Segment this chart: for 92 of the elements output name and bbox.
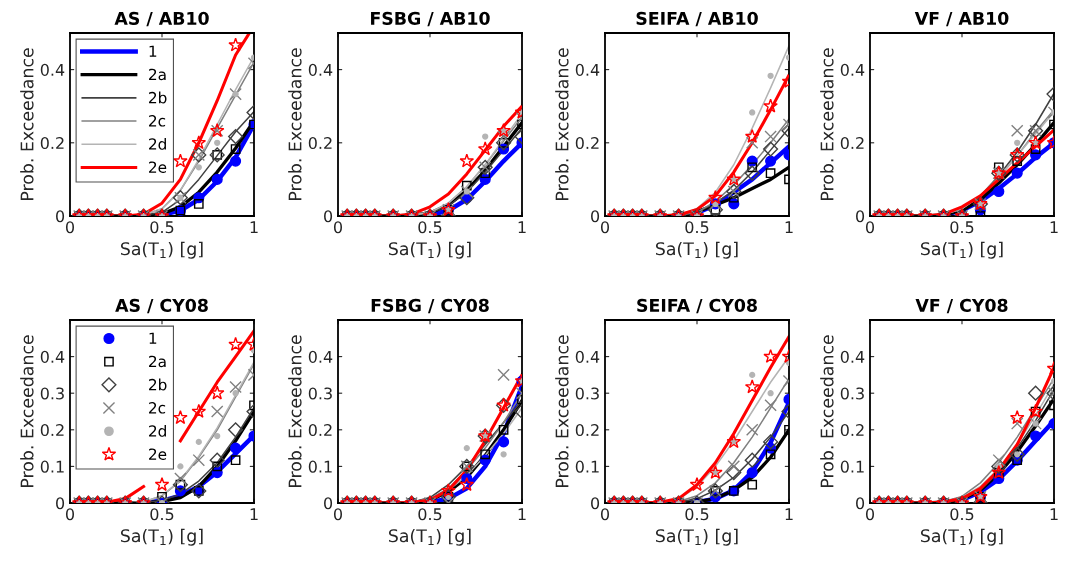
y-tick-label: 0.1 — [308, 460, 332, 473]
y-axis-title: Prob. Exceedance — [288, 335, 302, 487]
x-tick-label: 1 — [785, 221, 793, 233]
legend-label: 2d — [149, 137, 166, 150]
x-axis-title: Sa(T$_{1}$) [g] — [120, 241, 203, 259]
y-tick-label: 0.3 — [40, 387, 64, 400]
x-axis-title: Sa(T$_{1}$) [g] — [388, 241, 471, 259]
y-tick-label: 0 — [591, 210, 600, 223]
y-tick-label: 0.2 — [575, 137, 599, 150]
x-tick-label: 1 — [1050, 508, 1058, 520]
y-tick-label: 0.1 — [40, 460, 64, 473]
legend-label: 2a — [149, 355, 166, 368]
x-tick-label: 1 — [250, 221, 258, 233]
x-tick-label: 1 — [250, 508, 258, 520]
x-tick-label: 0 — [333, 221, 343, 234]
x-tick-label: 0.5 — [150, 508, 174, 521]
y-axis-title: Prob. Exceedance — [555, 335, 569, 487]
x-tick-label: 0 — [865, 221, 875, 234]
x-tick-label: 0 — [600, 221, 610, 234]
y-tick-label: 0 — [324, 210, 333, 223]
x-tick-label: 0.5 — [418, 221, 442, 234]
y-tick-label: 0 — [856, 210, 865, 223]
x-tick-label: 0.5 — [418, 508, 442, 521]
y-axis-title: Prob. Exceedance — [820, 335, 834, 487]
y-tick-label: 0.2 — [40, 424, 64, 437]
legend-label: 2b — [149, 378, 167, 391]
y-tick-label: 0.4 — [840, 63, 865, 76]
x-tick-label: 0.5 — [685, 508, 709, 521]
x-tick-label: 0.5 — [950, 508, 974, 521]
chart-title: VF / CY08 — [915, 298, 1008, 314]
x-tick-label: 1 — [1050, 221, 1058, 233]
y-tick-label: 0.4 — [575, 63, 600, 76]
x-tick-label: 0 — [600, 508, 610, 521]
y-tick-label: 0 — [591, 497, 600, 510]
x-tick-label: 0 — [65, 221, 75, 234]
y-tick-label: 0 — [56, 210, 65, 223]
x-axis-title: Sa(T$_{1}$) [g] — [120, 528, 203, 546]
chart-title: SEIFA / CY08 — [637, 298, 757, 314]
y-tick-label: 0.4 — [40, 63, 65, 76]
y-axis-title: Prob. Exceedance — [555, 48, 569, 200]
x-tick-label: 1 — [785, 508, 793, 520]
y-tick-label: 0.4 — [40, 350, 65, 363]
x-axis-title: Sa(T$_{1}$) [g] — [655, 528, 738, 546]
y-tick-label: 0.2 — [840, 137, 864, 150]
y-tick-label: 0.1 — [840, 460, 864, 473]
x-tick-label: 0 — [333, 508, 343, 521]
legend-label: 2d — [149, 424, 166, 437]
y-tick-label: 0.2 — [840, 424, 864, 437]
x-tick-label: 1 — [518, 221, 526, 233]
y-tick-label: 0 — [56, 497, 65, 510]
legend-label: 2e — [149, 161, 167, 173]
y-tick-label: 0 — [324, 497, 333, 510]
chart-title: SEIFA / AB10 — [636, 11, 758, 27]
y-axis-title: Prob. Exceedance — [20, 335, 34, 487]
y-tick-label: 0.2 — [575, 424, 599, 437]
legend-label: 2c — [149, 402, 166, 414]
x-tick-label: 0.5 — [685, 221, 709, 234]
x-tick-label: 0 — [65, 508, 75, 521]
x-axis-title: Sa(T$_{1}$) [g] — [920, 528, 1003, 546]
y-axis-title: Prob. Exceedance — [288, 48, 302, 200]
y-tick-label: 0.4 — [840, 350, 865, 363]
x-tick-label: 0.5 — [950, 221, 974, 234]
y-tick-label: 0.2 — [40, 137, 64, 150]
y-axis-title: Prob. Exceedance — [820, 48, 834, 200]
chart-title: AS / CY08 — [115, 298, 208, 314]
y-tick-label: 0.3 — [840, 387, 864, 400]
x-axis-title: Sa(T$_{1}$) [g] — [920, 241, 1003, 259]
legend-label: 1 — [149, 45, 157, 57]
legend-label: 2c — [149, 115, 166, 127]
chart-title: AS / AB10 — [114, 11, 209, 27]
x-tick-label: 0.5 — [150, 221, 174, 234]
y-tick-label: 0.4 — [575, 350, 600, 363]
chart-title: FSBG / CY08 — [371, 298, 489, 314]
x-tick-label: 0 — [865, 508, 875, 521]
chart-title: VF / AB10 — [914, 11, 1009, 27]
x-axis-title: Sa(T$_{1}$) [g] — [655, 241, 738, 259]
y-tick-label: 0.2 — [308, 137, 332, 150]
x-axis-title: Sa(T$_{1}$) [g] — [388, 528, 471, 546]
y-tick-label: 0.3 — [308, 387, 332, 400]
y-axis-title: Prob. Exceedance — [20, 48, 34, 200]
y-tick-label: 0 — [856, 497, 865, 510]
legend-label: 2a — [149, 68, 166, 81]
legend-label: 2b — [149, 91, 167, 104]
legend-label: 2e — [149, 448, 167, 460]
y-tick-label: 0.4 — [308, 350, 333, 363]
y-tick-label: 0.4 — [308, 63, 333, 76]
x-tick-label: 1 — [518, 508, 526, 520]
y-tick-label: 0.2 — [308, 424, 332, 437]
y-tick-label: 0.1 — [575, 460, 599, 473]
legend-label: 1 — [149, 332, 157, 344]
y-tick-label: 0.3 — [575, 387, 599, 400]
chart-title: FSBG / AB10 — [371, 11, 490, 27]
